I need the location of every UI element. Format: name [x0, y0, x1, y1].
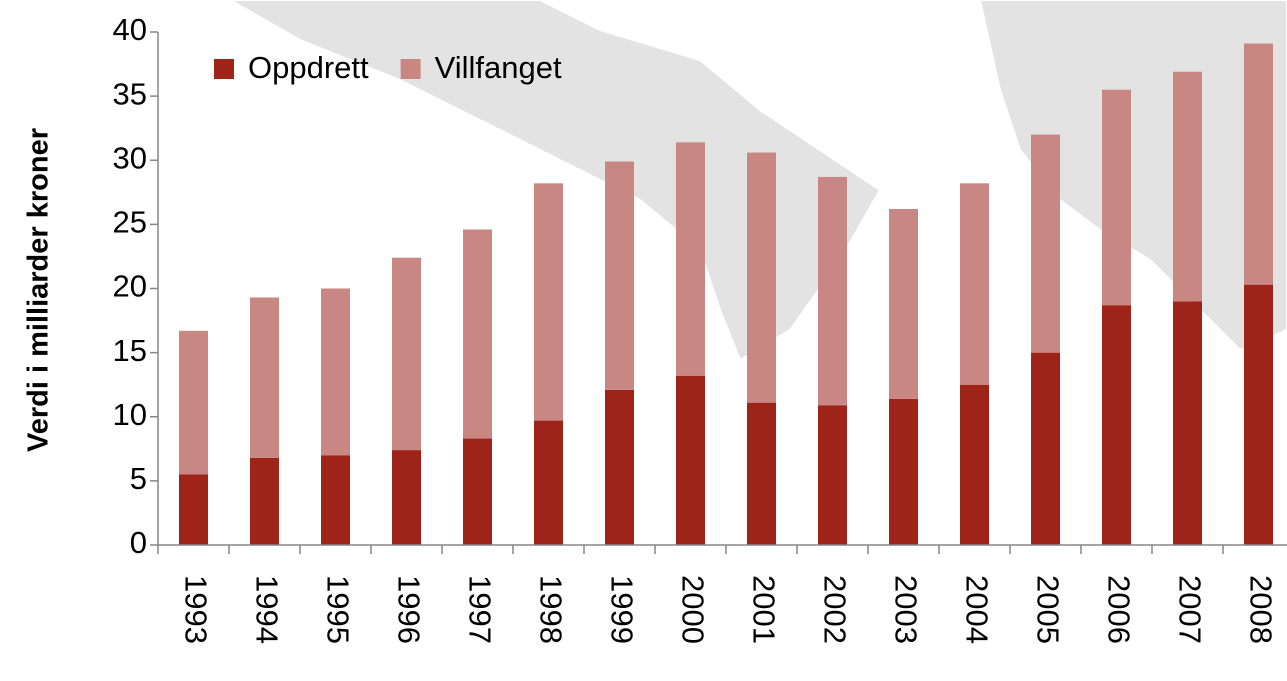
bar-segment	[818, 176, 847, 406]
legend-label: Villfanget	[435, 50, 562, 85]
x-tick-label: 2005	[1030, 575, 1065, 644]
bar-segment	[1244, 43, 1273, 285]
y-tick-label: 5	[130, 461, 147, 496]
y-axis-title: Verdi i milliarder kroner	[23, 128, 55, 452]
bar-segment	[321, 288, 350, 456]
x-tick-label: 1998	[533, 575, 568, 644]
bar-segment	[534, 420, 563, 545]
bar-segment	[960, 183, 989, 385]
x-tick-label: 2007	[1172, 575, 1207, 644]
bar-segment	[676, 142, 705, 376]
y-tick-label: 25	[113, 205, 147, 240]
bar-segment	[605, 389, 634, 545]
y-tick-label: 30	[113, 140, 147, 175]
x-tick-label: 1994	[249, 575, 284, 644]
y-tick-label: 35	[113, 76, 147, 111]
bar-segment	[605, 161, 634, 390]
bar-segment	[463, 438, 492, 545]
bar-segment	[1244, 284, 1273, 545]
y-tick-label: 20	[113, 269, 147, 304]
bar-segment	[392, 257, 421, 451]
x-tick-label: 2004	[959, 575, 994, 644]
bar-segment	[179, 474, 208, 545]
x-tick-label: 2002	[817, 575, 852, 644]
bar-segment	[463, 229, 492, 439]
x-tick-label: 2006	[1101, 575, 1136, 644]
legend-swatch	[400, 59, 421, 79]
bar-segment	[676, 375, 705, 545]
bar-segment	[747, 402, 776, 545]
bar-segment	[534, 183, 563, 421]
bar-segment	[321, 455, 350, 545]
bar-segment	[250, 457, 279, 545]
bar-segment	[1031, 352, 1060, 545]
bar-segment	[889, 398, 918, 545]
x-tick-label: 2001	[746, 575, 781, 644]
y-tick-label: 15	[113, 333, 147, 368]
bar-segment	[392, 450, 421, 545]
bar-segment	[1102, 89, 1131, 306]
y-tick-label: 0	[130, 525, 147, 560]
y-tick-label: 40	[113, 12, 147, 47]
x-tick-label: 1996	[391, 575, 426, 644]
bar-segment	[1173, 71, 1202, 302]
bar-segment	[889, 208, 918, 399]
x-tick-label: 1995	[320, 575, 355, 644]
bar-segment	[250, 297, 279, 458]
x-tick-label: 2003	[888, 575, 923, 644]
x-tick-label: 2008	[1243, 575, 1278, 644]
bar-segment	[1173, 301, 1202, 545]
legend-label: Oppdrett	[248, 50, 369, 85]
bar-segment	[179, 330, 208, 475]
y-tick-label: 10	[113, 397, 147, 432]
bar-segment	[960, 384, 989, 545]
x-tick-label: 1993	[178, 575, 213, 644]
bar-segment	[1102, 305, 1131, 545]
x-tick-label: 1999	[604, 575, 639, 644]
x-tick-label: 1997	[462, 575, 497, 644]
bar-segment	[747, 152, 776, 403]
bar-segment	[818, 405, 847, 545]
bar-segment	[1031, 134, 1060, 353]
x-tick-label: 2000	[675, 575, 710, 644]
legend-swatch	[214, 59, 234, 79]
